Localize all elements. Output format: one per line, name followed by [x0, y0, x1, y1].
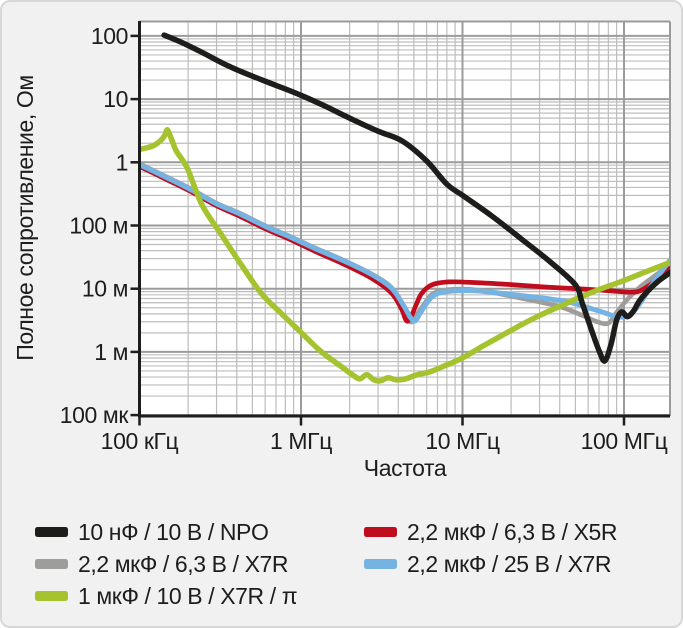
legend-swatch-x7r63 [35, 559, 68, 569]
legend-label: 2,2 мкФ / 6,3 В / X5R [407, 518, 618, 545]
axes [130, 21, 670, 426]
legend-item-pi: 1 мкФ / 10 В / X7R / π [35, 580, 364, 612]
x-tick-label: 1 МГц [270, 428, 332, 454]
legend-column: 2,2 мкФ / 6,3 В / X5R 2,2 мкФ / 25 В / X7… [364, 516, 618, 612]
legend-swatch-x5r [364, 527, 397, 537]
y-tick-label: 100 мк [60, 402, 130, 428]
curve-npo [161, 32, 670, 364]
legend-item-x7r63: 2,2 мкФ / 6,3 В / X7R [35, 548, 364, 580]
legend-label: 1 мкФ / 10 В / X7R / π [78, 582, 298, 609]
y-tick-label: 1 [116, 149, 128, 175]
legend-item-x5r: 2,2 мкФ / 6,3 В / X5R [364, 516, 618, 548]
legend-item-x7r25: 2,2 мкФ / 25 В / X7R [364, 548, 617, 580]
y-tick-label: 10 [103, 86, 128, 112]
y-tick-label: 1 м [94, 339, 128, 365]
x-tick-label: 100 МГц [581, 428, 668, 454]
legend-swatch-npo [35, 527, 68, 537]
legend-label: 2,2 мкФ / 25 В / X7R [407, 550, 612, 577]
y-tick-label: 10 м [82, 276, 128, 302]
legend-label: 2,2 мкФ / 6,3 В / X7R [78, 550, 289, 577]
plot-area [139, 21, 670, 416]
y-tick-label: 100 м [69, 213, 128, 239]
curve-pi [139, 127, 670, 384]
x-axis-title: Частота [364, 455, 447, 481]
y-tick-label: 100 [91, 23, 128, 49]
curves [139, 32, 670, 384]
legend-swatch-pi [35, 591, 68, 601]
legend-column: 10 нФ / 10 В / NPO 2,2 мкФ / 6,3 В / X7R 1… [35, 516, 364, 612]
y-axis-title: Полное сопротивление, Ом [12, 75, 38, 361]
x-tick-label: 100 кГц [101, 428, 179, 454]
x-tick-label: 10 МГц [425, 428, 500, 454]
legend: 10 нФ / 10 В / NPO 2,2 мкФ / 6,3 В / X7R 1… [35, 516, 618, 612]
legend-item-npo: 10 нФ / 10 В / NPO [35, 516, 364, 548]
legend-swatch-x7r25 [364, 559, 397, 569]
legend-label: 10 нФ / 10 В / NPO [78, 518, 269, 545]
